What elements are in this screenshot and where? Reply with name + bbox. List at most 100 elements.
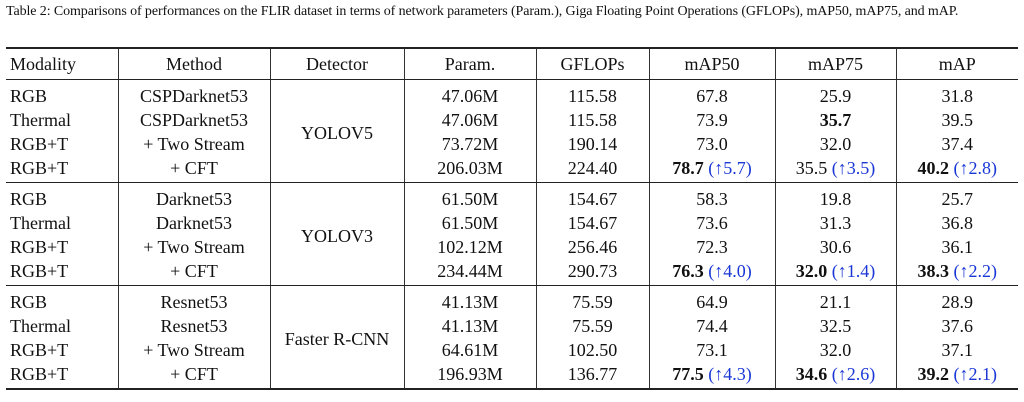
map75-cell-improvement: (↑3.5) [831, 157, 876, 178]
map75-cell: 19.8 [774, 182, 896, 211]
table-row: RGB CSPDarknet53 YOLOV5 47.06M 115.58 67.8 25.… [6, 79, 1018, 183]
method-cell: CSPDarknet53 [117, 108, 270, 132]
gflops-cell: 224.40 [535, 156, 649, 183]
map50-cell-value: 73.6 [696, 212, 728, 233]
map-cell-value: 37.6 [941, 315, 974, 336]
method-cell: Resnet53 [117, 285, 270, 314]
param-cell: 73.72M [403, 132, 536, 156]
param-cell: 61.50M [403, 211, 536, 235]
map75-cell: 32.0 (↑1.4) [774, 259, 896, 286]
map-cell: 40.2 (↑2.8) [895, 156, 1018, 183]
param-cell: 47.06M [403, 79, 536, 108]
gflops-cell: 115.58 [535, 108, 649, 132]
map50-cell-value: 78.7 [672, 157, 704, 178]
map75-cell: 32.5 [774, 314, 896, 338]
map50-cell: 73.1 [648, 338, 775, 362]
header-map75: mAP75 [774, 47, 896, 80]
map50-cell: 73.0 [648, 132, 775, 156]
map50-cell-value: 73.9 [696, 109, 728, 130]
modality-cell: Thermal [10, 109, 71, 130]
table-row: RGB Resnet53 Faster R-CNN 41.13M 75.59 64.9 21… [6, 285, 1018, 390]
map50-cell-value: 73.1 [696, 339, 728, 360]
map50-cell-value: 73.0 [696, 133, 728, 154]
table-row: RGB+T + Two Stream 64.61M 102.50 73.1 32.0 37.… [6, 338, 1018, 362]
param-cell: 41.13M [403, 314, 536, 338]
header-row: Modality Method Detector Param. GFLOPs m… [6, 47, 1018, 80]
param-cell: 41.13M [403, 285, 536, 314]
param-cell: 64.61M [403, 338, 536, 362]
gflops-cell: 75.59 [535, 314, 649, 338]
modality-cell: RGB+T [6, 259, 118, 286]
map75-cell-value: 25.9 [819, 85, 852, 106]
map50-cell-value: 64.9 [696, 291, 728, 312]
table-row: Thermal CSPDarknet53 47.06M 115.58 73.9 35.7 3… [6, 108, 1018, 132]
modality-cell: Thermal [10, 212, 71, 233]
map-cell-value: 39.2 [917, 363, 950, 384]
method-cell: + Two Stream [117, 235, 270, 259]
method-cell: Darknet53 [117, 211, 270, 235]
detector-cell: Faster R-CNN [269, 285, 404, 390]
modality-cell: RGB+T [10, 339, 69, 360]
map50-cell-value: 58.3 [696, 188, 728, 209]
gflops-cell: 154.67 [535, 182, 649, 211]
map-cell-value: 37.4 [941, 133, 974, 154]
map75-cell: 31.3 [774, 211, 896, 235]
table-row: RGB+T + Two Stream 73.72M 190.14 73.0 32.0 37.… [6, 132, 1018, 156]
method-cell: + CFT [117, 362, 270, 390]
method-cell: + CFT [117, 259, 270, 286]
map-cell: 36.8 [895, 211, 1018, 235]
param-cell: 102.12M [403, 235, 536, 259]
method-cell: + Two Stream [117, 132, 270, 156]
map-cell-value: 40.2 [917, 157, 950, 178]
map75-cell-value: 32.5 [819, 315, 852, 336]
modality-cell: RGB+T [6, 156, 118, 183]
map-cell-value: 31.8 [941, 85, 974, 106]
map50-cell-value: 76.3 [672, 260, 704, 281]
map75-cell-value: 32.0 [819, 339, 852, 360]
map-cell-value: 39.5 [941, 109, 974, 130]
map50-cell-value: 77.5 [672, 363, 704, 384]
map-cell-value: 36.1 [941, 236, 974, 257]
map-cell: 38.3 (↑2.2) [895, 259, 1018, 286]
param-cell: 234.44M [403, 259, 536, 286]
method-cell: Darknet53 [117, 182, 270, 211]
table-caption: Table 2: Comparisons of performances on … [6, 4, 959, 19]
map-cell: 39.2 (↑2.1) [895, 362, 1018, 390]
map-cell: 39.5 [895, 108, 1018, 132]
modality-cell: RGB+T [10, 236, 69, 257]
map50-cell-improvement: (↑4.0) [708, 260, 752, 281]
table-row: Thermal Resnet53 41.13M 75.59 74.4 32.5 37.6 [6, 314, 1018, 338]
param-cell: 61.50M [403, 182, 536, 211]
header-gflops: GFLOPs [535, 47, 649, 80]
modality-cell: RGB+T [6, 362, 118, 390]
map75-cell: 32.0 [774, 338, 896, 362]
map75-cell-value: 32.0 [819, 133, 852, 154]
table-row: RGB+T + CFT 234.44M 290.73 76.3 (↑4.0) 32.0 (… [6, 259, 1018, 286]
map-cell-value: 36.8 [941, 212, 974, 233]
map50-cell: 64.9 [648, 285, 775, 314]
modality-cell: RGB [10, 188, 48, 209]
map-cell: 36.1 [895, 235, 1018, 259]
map75-cell-value: 32.0 [795, 260, 828, 281]
map75-cell-value: 30.6 [819, 236, 852, 257]
map75-cell-value: 21.1 [819, 291, 852, 312]
header-map: mAP [895, 47, 1018, 80]
map75-cell-improvement: (↑1.4) [831, 260, 876, 281]
gflops-cell: 115.58 [535, 79, 649, 108]
map50-cell: 58.3 [648, 182, 775, 211]
map50-cell-improvement: (↑5.7) [708, 157, 752, 178]
map-cell-value: 28.9 [941, 291, 974, 312]
map-cell: 31.8 [895, 79, 1018, 108]
table-row: RGB+T + CFT 206.03M 224.40 78.7 (↑5.7) 35.5 (… [6, 156, 1018, 183]
map75-cell: 32.0 [774, 132, 896, 156]
param-cell: 206.03M [403, 156, 536, 183]
table-row: Thermal Darknet53 61.50M 154.67 73.6 31.3 36.8 [6, 211, 1018, 235]
map50-cell: 73.6 [648, 211, 775, 235]
map75-cell: 21.1 [774, 285, 896, 314]
gflops-cell: 102.50 [535, 338, 649, 362]
map75-cell-value: 35.7 [819, 109, 852, 130]
header-method: Method [117, 47, 270, 80]
map-cell-improvement: (↑2.8) [953, 157, 998, 178]
map75-cell: 34.6 (↑2.6) [774, 362, 896, 390]
map75-cell: 25.9 [774, 79, 896, 108]
